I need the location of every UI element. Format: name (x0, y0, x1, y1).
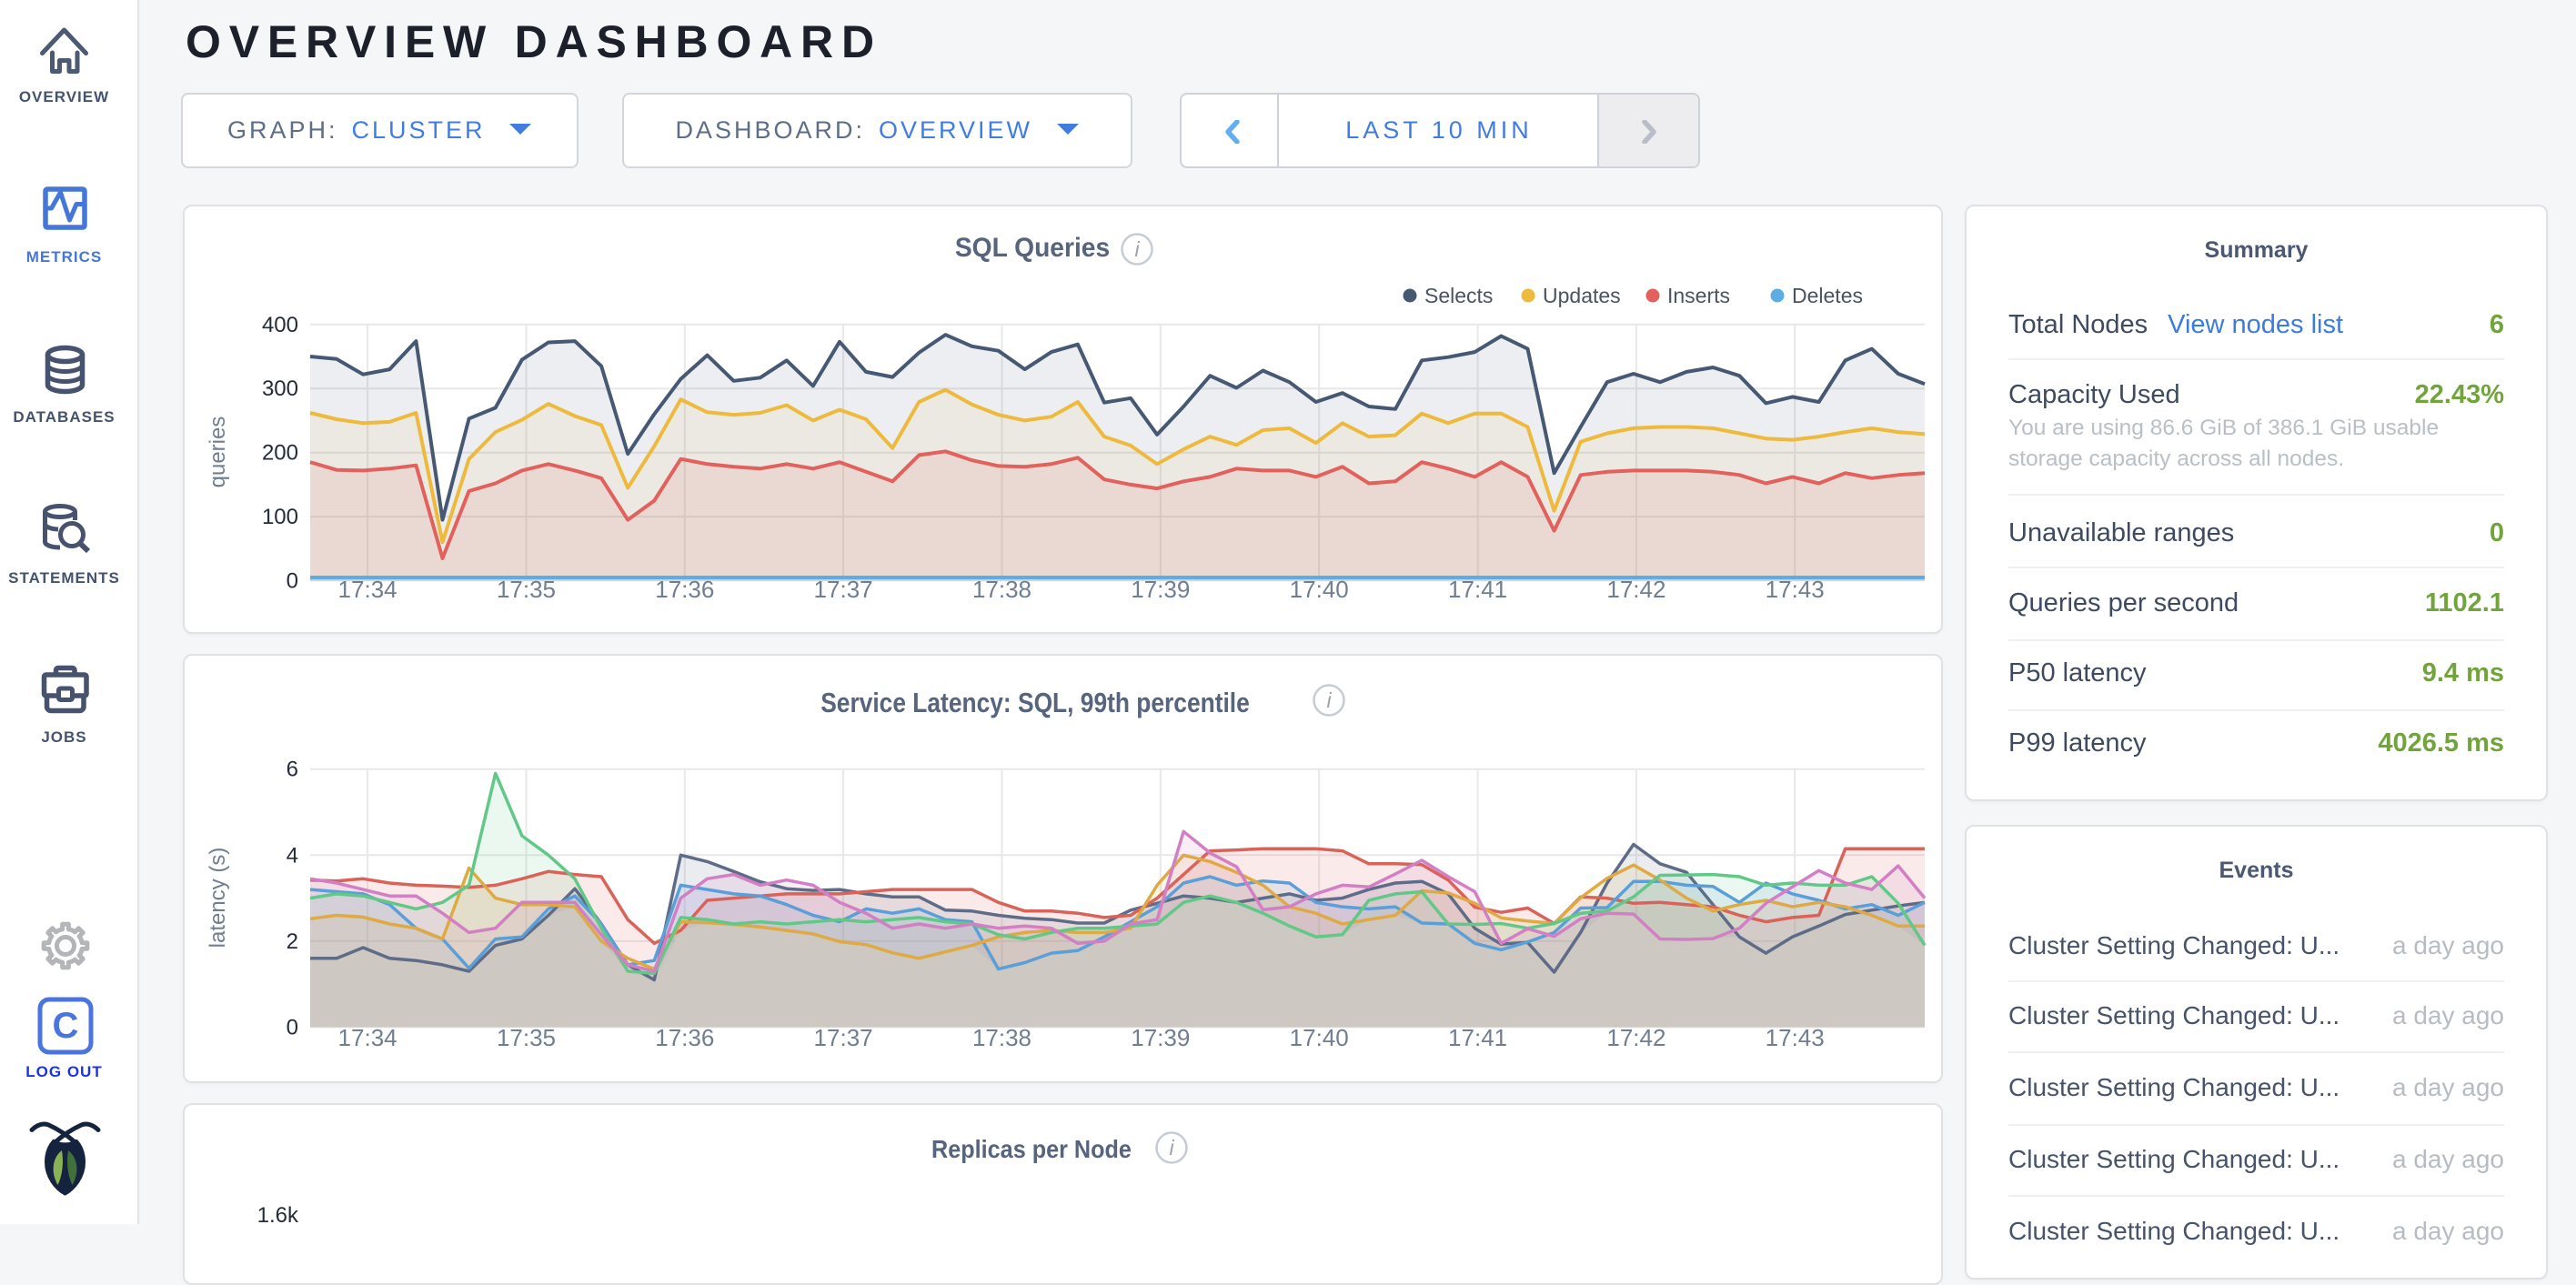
svg-text:C: C (53, 1006, 79, 1046)
